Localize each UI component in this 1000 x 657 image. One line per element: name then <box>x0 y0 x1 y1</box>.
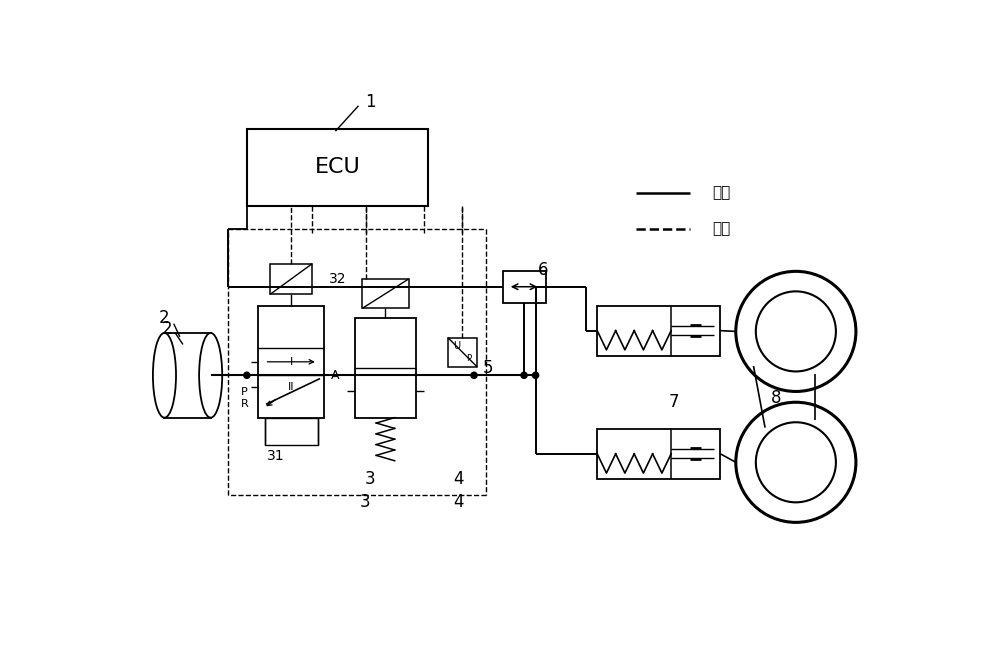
Bar <box>597 429 720 479</box>
Bar <box>597 306 720 356</box>
Text: I: I <box>290 357 293 367</box>
Ellipse shape <box>153 333 176 418</box>
Text: 气路: 气路 <box>713 185 731 200</box>
Text: 4: 4 <box>453 470 464 488</box>
Text: A: A <box>331 369 340 382</box>
Text: 电路: 电路 <box>713 221 731 237</box>
Text: 32: 32 <box>329 272 346 286</box>
Text: 3: 3 <box>365 470 375 488</box>
Text: 4: 4 <box>453 493 464 511</box>
Text: U: U <box>453 341 460 351</box>
Text: 3: 3 <box>359 493 370 511</box>
Circle shape <box>471 373 477 378</box>
Text: II: II <box>288 382 294 392</box>
Circle shape <box>390 373 396 378</box>
Text: P: P <box>466 354 471 363</box>
Bar <box>270 263 312 294</box>
Bar <box>164 333 211 418</box>
Ellipse shape <box>199 333 222 418</box>
Bar <box>448 338 477 367</box>
Circle shape <box>244 373 250 378</box>
Text: R: R <box>241 399 248 409</box>
Text: ECU: ECU <box>314 158 360 177</box>
Text: 6: 6 <box>538 261 549 279</box>
Text: 2: 2 <box>159 309 170 327</box>
Text: 5: 5 <box>483 359 493 376</box>
Text: P: P <box>241 387 248 397</box>
Circle shape <box>533 373 539 378</box>
Bar <box>355 317 416 418</box>
Text: 2: 2 <box>162 320 173 338</box>
Bar <box>258 306 324 418</box>
Text: 8: 8 <box>771 390 781 407</box>
Bar <box>503 271 546 303</box>
Text: 1: 1 <box>365 93 375 111</box>
Circle shape <box>521 373 527 378</box>
Bar <box>362 279 409 308</box>
Text: 7: 7 <box>669 394 679 411</box>
Text: 31: 31 <box>267 449 284 463</box>
Bar <box>265 418 318 445</box>
Bar <box>247 129 428 206</box>
